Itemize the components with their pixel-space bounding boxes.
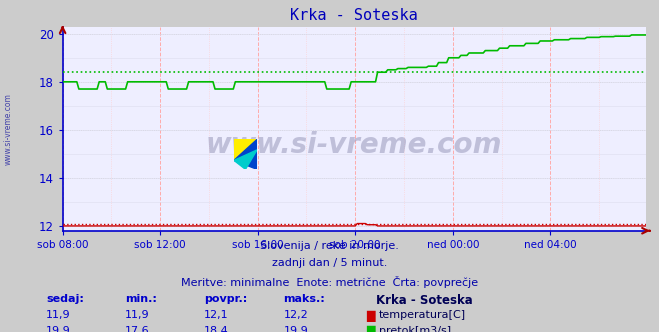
Text: pretok[m3/s]: pretok[m3/s] — [379, 326, 451, 332]
Polygon shape — [234, 139, 257, 169]
Text: www.si-vreme.com: www.si-vreme.com — [3, 94, 13, 165]
Text: sedaj:: sedaj: — [46, 294, 84, 304]
Text: min.:: min.: — [125, 294, 157, 304]
Text: www.si-vreme.com: www.si-vreme.com — [206, 131, 502, 159]
Text: 18,4: 18,4 — [204, 326, 229, 332]
Text: 12,1: 12,1 — [204, 310, 229, 320]
Text: █: █ — [366, 326, 374, 332]
Text: 12,2: 12,2 — [283, 310, 308, 320]
Text: 17,6: 17,6 — [125, 326, 150, 332]
Text: zadnji dan / 5 minut.: zadnji dan / 5 minut. — [272, 258, 387, 268]
Text: temperatura[C]: temperatura[C] — [379, 310, 466, 320]
Text: 19,9: 19,9 — [283, 326, 308, 332]
Polygon shape — [234, 139, 257, 160]
Polygon shape — [234, 150, 257, 169]
Text: █: █ — [366, 310, 374, 322]
Text: Meritve: minimalne  Enote: metrične  Črta: povprečje: Meritve: minimalne Enote: metrične Črta:… — [181, 276, 478, 288]
Text: Slovenija / reke in morje.: Slovenija / reke in morje. — [260, 241, 399, 251]
Text: 11,9: 11,9 — [125, 310, 150, 320]
Text: povpr.:: povpr.: — [204, 294, 248, 304]
Text: maks.:: maks.: — [283, 294, 325, 304]
Text: Krka - Soteska: Krka - Soteska — [376, 294, 473, 307]
Text: 19,9: 19,9 — [46, 326, 71, 332]
Title: Krka - Soteska: Krka - Soteska — [291, 8, 418, 23]
Text: 11,9: 11,9 — [46, 310, 71, 320]
